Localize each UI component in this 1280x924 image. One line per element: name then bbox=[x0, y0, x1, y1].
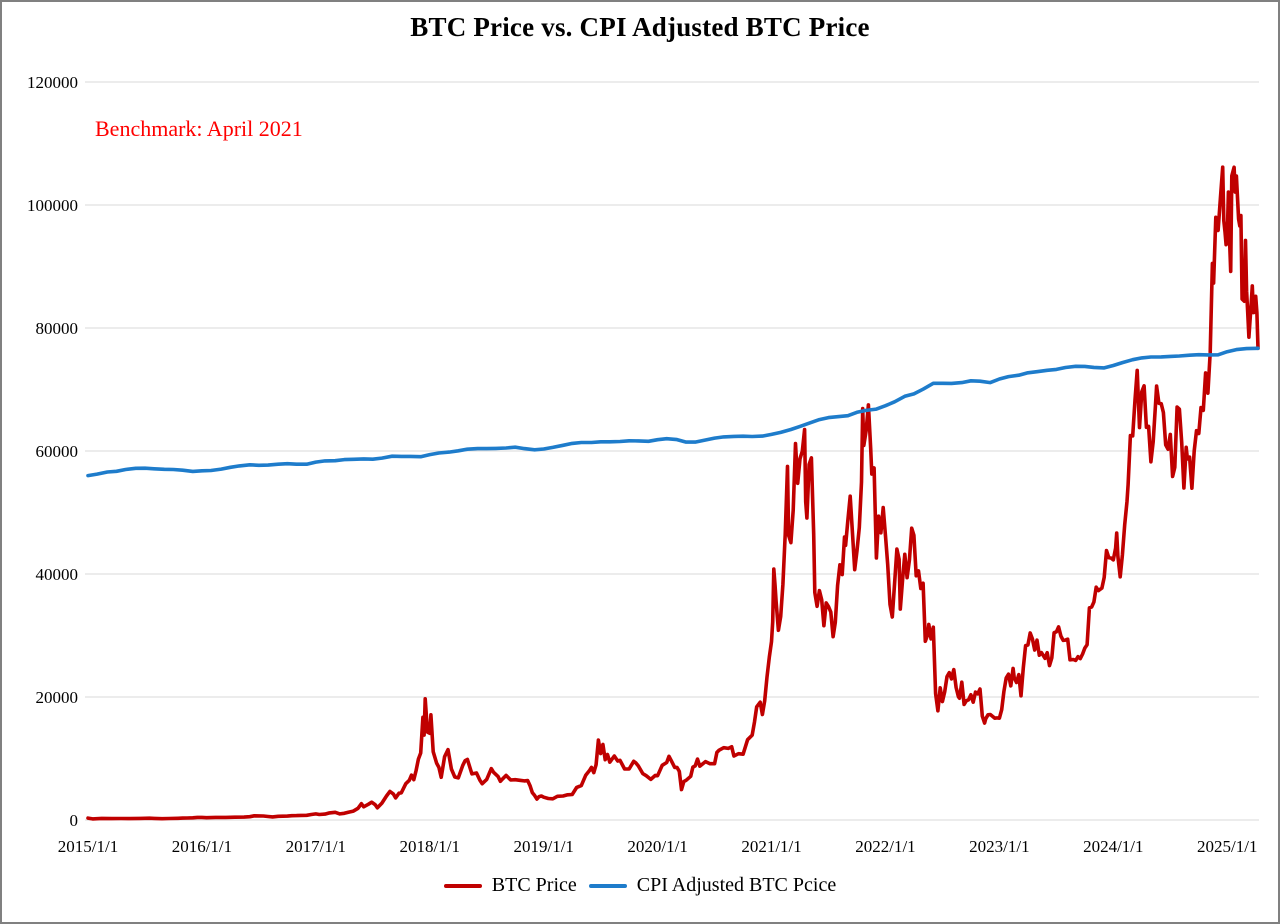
x-axis-tick-label: 2020/1/1 bbox=[627, 837, 687, 856]
legend-item-cpi-adjusted: CPI Adjusted BTC Pcice bbox=[588, 874, 837, 897]
x-axis-tick-label: 2021/1/1 bbox=[741, 837, 801, 856]
y-axis-tick-label: 40000 bbox=[36, 565, 79, 584]
y-axis-tick-label: 100000 bbox=[27, 196, 78, 215]
x-axis-tick-label: 2017/1/1 bbox=[286, 837, 346, 856]
btc-price-line-swatch bbox=[443, 883, 482, 888]
x-axis-tick-label: 2016/1/1 bbox=[172, 837, 232, 856]
chart-legend: BTC Price CPI Adjusted BTC Pcice bbox=[0, 874, 1280, 897]
y-axis-tick-label: 20000 bbox=[36, 688, 79, 707]
y-axis-tick-label: 60000 bbox=[36, 442, 79, 461]
series-line-1 bbox=[86, 346, 1260, 478]
y-axis-tick-label: 0 bbox=[70, 811, 79, 830]
series-line-0 bbox=[86, 165, 1260, 821]
x-axis-tick-label: 2019/1/1 bbox=[513, 837, 573, 856]
y-axis-tick-label: 80000 bbox=[36, 319, 79, 338]
x-axis-tick-label: 2015/1/1 bbox=[58, 837, 118, 856]
x-axis-tick-label: 2023/1/1 bbox=[969, 837, 1029, 856]
x-axis-tick-label: 2022/1/1 bbox=[855, 837, 915, 856]
x-axis-tick-label: 2018/1/1 bbox=[400, 837, 460, 856]
legend-label-btc-price: BTC Price bbox=[491, 874, 577, 896]
y-axis-tick-label: 120000 bbox=[27, 73, 78, 92]
x-axis-tick-label: 2025/1/1 bbox=[1197, 837, 1257, 856]
legend-item-btc-price: BTC Price bbox=[443, 874, 577, 897]
benchmark-annotation: Benchmark: April 2021 bbox=[95, 116, 303, 141]
cpi-adjusted-line-swatch bbox=[588, 883, 627, 888]
legend-label-cpi-adjusted: CPI Adjusted BTC Pcice bbox=[636, 874, 837, 896]
chart-title: BTC Price vs. CPI Adjusted BTC Price bbox=[410, 12, 870, 42]
x-axis-tick-label: 2024/1/1 bbox=[1083, 837, 1143, 856]
